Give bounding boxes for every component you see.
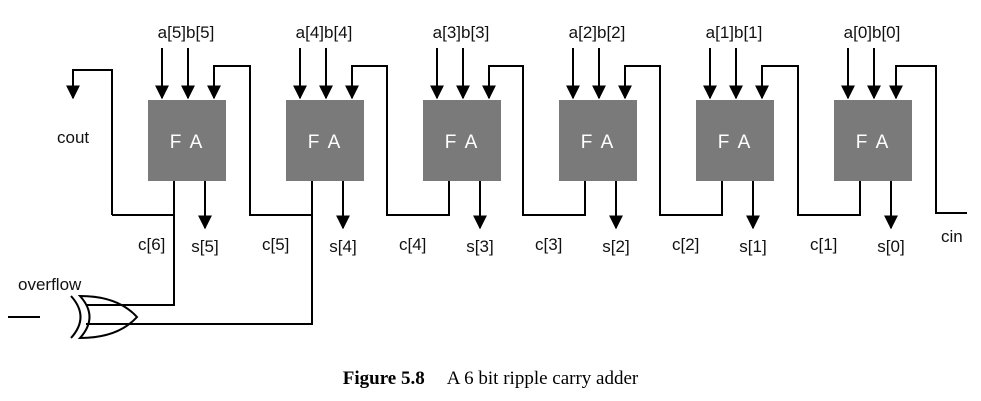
full-adder-label-2: F A [581,132,616,153]
carry-label-5: c[5] [262,235,289,254]
sum-label-5: s[5] [191,237,218,256]
full-adder-label-3: F A [445,132,480,153]
overflow-label: overflow [18,275,82,294]
input-label-0: a[0]b[0] [844,23,901,42]
sum-label-4: s[4] [329,237,356,256]
carry-label-2: c[2] [672,235,699,254]
carry-label-3: c[3] [535,235,562,254]
cout-wire [66,69,113,215]
figure-caption-text: A 6 bit ripple carry adder [446,368,639,389]
carry-label-4: c[4] [399,235,426,254]
carry-chain-wire-5 [207,65,313,216]
carry-to-xor-wire-6 [86,215,175,306]
ripple-carry-adder-diagram: cout cin overflow F A a[5]b[5] s[5] c[6] F A… [8,23,967,340]
full-adder-label-4: F A [308,132,343,153]
full-adder-block-1 [696,100,774,181]
cin-label: cin [941,227,963,246]
input-label-1: a[1]b[1] [706,23,763,42]
sum-label-3: s[3] [466,237,493,256]
full-adder-block-4 [286,100,364,181]
carry-chain-wire-2 [618,65,723,216]
full-adder-block-2 [559,100,637,181]
full-adder-label-1: F A [718,132,753,153]
input-label-3: a[3]b[3] [433,23,490,42]
input-label-5: a[5]b[5] [158,23,215,42]
carry-label-6: c[6] [138,235,165,254]
carry-label-1: c[1] [810,235,837,254]
full-adder-block-0 [834,100,912,181]
overflow-xor-gate [77,294,139,340]
full-adder-block-3 [423,100,501,181]
carry-out-wire-6 [112,181,175,216]
input-label-4: a[4]b[4] [296,23,353,42]
carry-chain-wire-3 [482,65,586,216]
cin-wire [889,65,967,214]
sum-label-2: s[2] [602,237,629,256]
figure-caption: Figure 5.8 A 6 bit ripple carry adder [0,368,981,390]
carry-to-xor-wire-5 [86,215,313,325]
carry-chain-wire-4 [345,65,450,216]
full-adder-block-5 [148,100,226,181]
full-adder-label-0: F A [856,132,891,153]
cout-label: cout [57,128,89,147]
input-label-2: a[2]b[2] [569,23,626,42]
figure-number: Figure 5.8 [342,368,425,389]
carry-chain-wire-1 [755,65,861,216]
sum-label-0: s[0] [877,237,904,256]
sum-label-1: s[1] [739,237,766,256]
full-adder-label-5: F A [170,132,205,153]
xor-gate-back-arc [70,295,82,339]
